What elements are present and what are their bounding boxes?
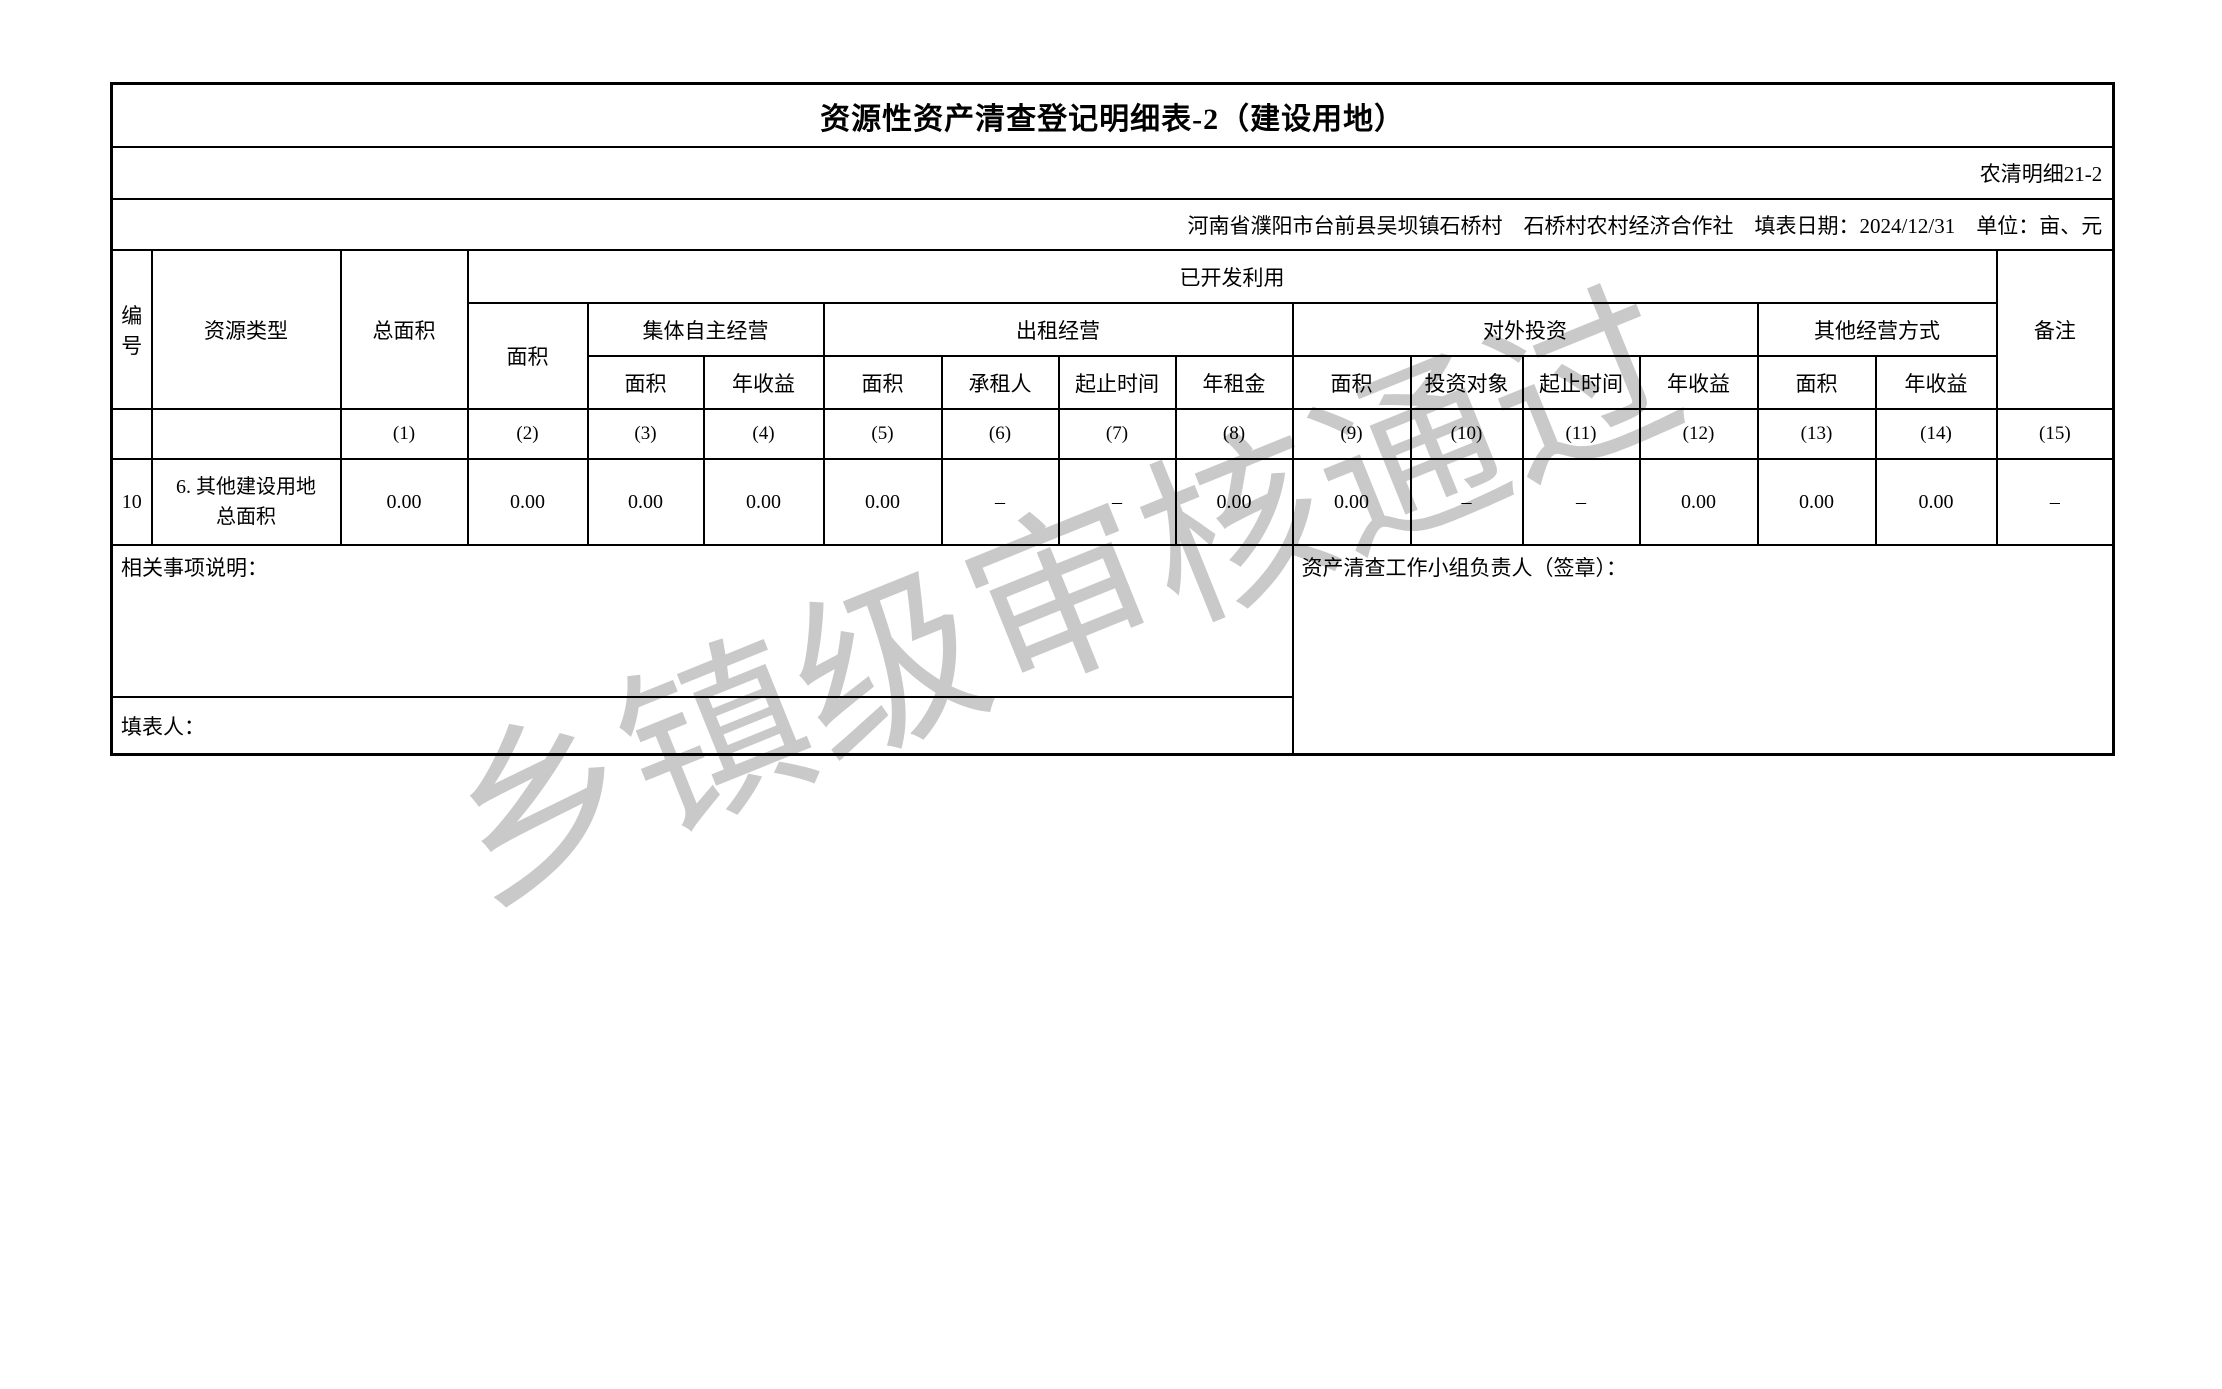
col-header-developed: 已开发利用 — [466, 249, 1998, 304]
col-header-investment-target: 投资对象 — [1409, 355, 1524, 410]
col-header-remarks: 备注 — [1995, 249, 2115, 410]
col-header-rental-period: 起止时间 — [1057, 355, 1177, 410]
preparer-row: 填表人： — [110, 696, 2114, 756]
col-number-2: (2) — [466, 408, 589, 460]
cell-collective-area: 0.00 — [586, 458, 705, 546]
column-number-row: (1) (2) (3) (4) (5) (6) (7) (8) (9) (10)… — [110, 408, 2115, 460]
asset-inventory-table: 资源性资产清查登记明细表-2（建设用地） 农清明细21-2 河南省濮阳市台前县吴… — [110, 82, 2116, 756]
col-header-rental: 出租经营 — [822, 302, 1294, 357]
col-header-collective: 集体自主经营 — [586, 302, 825, 357]
cell-other-area: 0.00 — [1756, 458, 1877, 546]
cell-remarks: – — [1995, 458, 2115, 546]
col-header-investment-income: 年收益 — [1638, 355, 1759, 410]
cell-row-no: 10 — [110, 458, 153, 546]
col-number-4: (4) — [702, 408, 825, 460]
col-number-7: (7) — [1057, 408, 1177, 460]
col-number-11: (11) — [1521, 408, 1641, 460]
cell-rental-area: 0.00 — [822, 458, 943, 546]
cell-rental-period: – — [1057, 458, 1177, 546]
col-header-no: 编号 — [110, 249, 153, 410]
col-header-other: 其他经营方式 — [1756, 302, 1998, 357]
num-row-empty-resource — [150, 408, 342, 460]
col-number-15: (15) — [1995, 408, 2115, 460]
col-number-3: (3) — [586, 408, 705, 460]
col-header-rental-rent: 年租金 — [1174, 355, 1294, 410]
signature-label: 资产清查工作小组负责人（签章）： — [1301, 556, 1628, 580]
col-header-collective-income: 年收益 — [702, 355, 825, 410]
header-row-sub: 面积 年收益 面积 承租人 起止时间 年租金 面积 投资对象 起止时间 年收益 … — [112, 355, 2114, 410]
col-number-8: (8) — [1174, 408, 1294, 460]
title-row: 资源性资产清查登记明细表-2（建设用地） — [110, 82, 2115, 148]
col-header-resource-type: 资源类型 — [150, 249, 342, 410]
col-header-investment-area: 面积 — [1291, 355, 1412, 410]
col-number-14: (14) — [1874, 408, 1998, 460]
col-number-5: (5) — [822, 408, 943, 460]
cell-total-area: 0.00 — [339, 458, 469, 546]
header-row-groups: 面积 集体自主经营 出租经营 对外投资 其他经营方式 — [112, 302, 2114, 410]
col-header-other-income: 年收益 — [1874, 355, 1998, 410]
cell-investment-period: – — [1521, 458, 1641, 546]
col-number-12: (12) — [1638, 408, 1759, 460]
col-number-13: (13) — [1756, 408, 1877, 460]
signature-cell: 资产清查工作小组负责人（签章）： — [1291, 544, 2115, 756]
cell-investment-area: 0.00 — [1291, 458, 1412, 546]
form-info-line: 河南省濮阳市台前县吴坝镇石桥村 石桥村农村经济合作社 填表日期：2024/12/… — [110, 198, 2115, 251]
col-number-6: (6) — [940, 408, 1060, 460]
header-row-top: 编号 资源类型 总面积 已开发利用 备注 — [110, 249, 2115, 410]
cell-resource-type: 6. 其他建设用地 总面积 — [150, 458, 342, 546]
form-info-row: 河南省濮阳市台前县吴坝镇石桥村 石桥村农村经济合作社 填表日期：2024/12/… — [110, 198, 2115, 251]
cell-collective-income: 0.00 — [702, 458, 825, 546]
form-code-row: 农清明细21-2 — [110, 146, 2115, 200]
cell-rental-lessee: – — [940, 458, 1060, 546]
form-code: 农清明细21-2 — [110, 146, 2115, 200]
col-header-other-area: 面积 — [1756, 355, 1877, 410]
num-row-empty-no — [110, 408, 153, 460]
col-number-1: (1) — [339, 408, 469, 460]
preparer-label: 填表人： — [121, 714, 205, 739]
col-header-investment: 对外投资 — [1291, 302, 1759, 357]
notes-cell: 相关事项说明： — [110, 544, 1294, 698]
notes-label: 相关事项说明： — [121, 556, 268, 580]
col-header-area: 面积 — [466, 302, 589, 410]
cell-developed-area: 0.00 — [466, 458, 589, 546]
notes-row: 相关事项说明： 资产清查工作小组负责人（签章）： — [110, 544, 2115, 756]
col-header-investment-period: 起止时间 — [1521, 355, 1641, 410]
col-header-total-area: 总面积 — [339, 249, 469, 410]
col-header-rental-area: 面积 — [822, 355, 943, 410]
col-number-9: (9) — [1291, 408, 1412, 460]
col-number-10: (10) — [1409, 408, 1524, 460]
cell-investment-target: – — [1409, 458, 1524, 546]
cell-other-income: 0.00 — [1874, 458, 1998, 546]
col-header-rental-lessee: 承租人 — [940, 355, 1060, 410]
preparer-cell: 填表人： — [110, 696, 1294, 756]
cell-investment-income: 0.00 — [1638, 458, 1759, 546]
form-title: 资源性资产清查登记明细表-2（建设用地） — [110, 82, 2115, 148]
cell-rental-rent: 0.00 — [1174, 458, 1294, 546]
col-header-collective-area: 面积 — [586, 355, 705, 410]
table-row: 10 6. 其他建设用地 总面积 0.00 0.00 0.00 0.00 0.0… — [110, 458, 2115, 546]
